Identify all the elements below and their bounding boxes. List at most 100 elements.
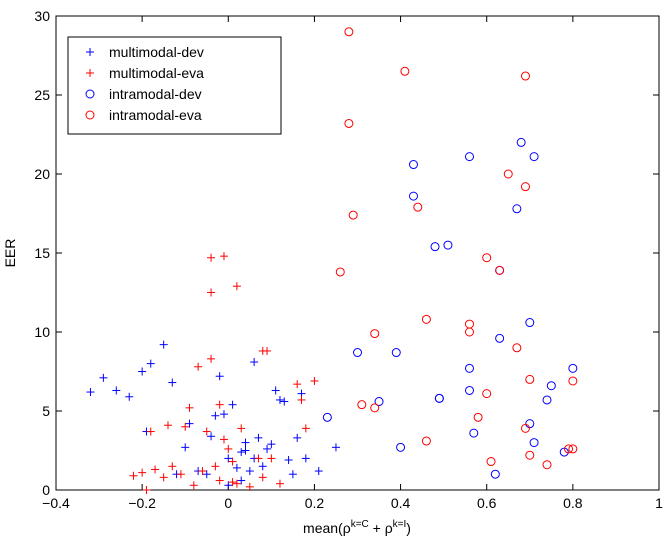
multimodal-dev-point	[86, 388, 95, 397]
x-tick-label: 0.6	[477, 495, 497, 511]
intramodal-eva-point	[568, 376, 578, 386]
intramodal-dev-point	[396, 442, 406, 452]
legend-marker-multimodal-dev	[86, 48, 94, 56]
multimodal-dev-point	[314, 467, 323, 476]
multimodal-eva-point	[194, 362, 203, 371]
multimodal-dev-point	[241, 446, 250, 455]
multimodal-dev-point	[224, 481, 233, 490]
multimodal-dev-point	[138, 367, 147, 376]
y-tick-label: 0	[42, 482, 50, 498]
intramodal-eva-point	[400, 66, 410, 76]
x-tick-label: 0.2	[305, 495, 325, 511]
intramodal-dev-point	[529, 152, 539, 162]
multimodal-eva-point	[263, 346, 272, 355]
legend-label-intramodal-eva: intramodal-eva	[109, 107, 202, 123]
intramodal-eva-point	[520, 71, 530, 81]
multimodal-eva-point	[142, 486, 151, 494]
y-tick-label: 15	[34, 245, 50, 261]
multimodal-dev-point	[202, 470, 211, 479]
intramodal-eva-point	[568, 444, 578, 454]
multimodal-eva-point	[237, 424, 246, 433]
intramodal-dev-point	[430, 242, 440, 252]
intramodal-eva-point	[564, 444, 574, 454]
legend-marker-intramodal-eva	[85, 110, 95, 120]
intramodal-dev-point	[516, 137, 526, 147]
intramodal-eva-point	[357, 400, 367, 410]
intramodal-eva-point	[344, 118, 354, 128]
multimodal-eva-point	[224, 444, 233, 453]
multimodal-dev-point	[258, 462, 267, 471]
intramodal-dev-point	[469, 428, 479, 438]
legend-label-multimodal-dev: multimodal-dev	[109, 44, 204, 60]
data-points	[86, 27, 578, 494]
multimodal-eva-point	[228, 457, 237, 466]
multimodal-dev-point	[237, 476, 246, 485]
legend-marker-intramodal-dev	[85, 89, 95, 99]
multimodal-dev-point	[263, 444, 272, 453]
intramodal-dev-point	[322, 412, 332, 422]
intramodal-dev-point	[464, 385, 474, 395]
multimodal-eva-point	[297, 395, 306, 404]
multimodal-eva-point	[207, 354, 216, 363]
multimodal-eva-point	[232, 479, 241, 488]
intramodal-eva-point	[503, 169, 513, 179]
intramodal-dev-point	[353, 348, 362, 358]
multimodal-dev-point	[245, 467, 254, 476]
multimodal-dev-point	[271, 386, 280, 395]
multimodal-eva-point	[310, 376, 319, 385]
multimodal-dev-point	[211, 411, 220, 420]
multimodal-dev-point	[125, 392, 134, 401]
intramodal-eva-point	[525, 374, 535, 384]
multimodal-eva-point	[254, 454, 263, 463]
intramodal-eva-point	[335, 267, 345, 277]
multimodal-dev-point	[228, 400, 237, 409]
multimodal-eva-point	[198, 467, 207, 476]
multimodal-dev-point	[275, 395, 284, 404]
multimodal-dev-point	[284, 455, 293, 464]
x-axis-label: mean(ρk=C + ρk=I)	[303, 519, 411, 536]
intramodal-dev-point	[391, 348, 401, 358]
intramodal-eva-point	[344, 27, 354, 37]
multimodal-eva-point	[275, 479, 284, 488]
multimodal-dev-point	[219, 410, 228, 419]
intramodal-eva-point	[482, 253, 492, 263]
intramodal-dev-point	[512, 204, 522, 214]
multimodal-dev-point	[237, 448, 246, 457]
multimodal-dev-point	[232, 463, 241, 472]
intramodal-eva-point	[520, 423, 530, 433]
y-tick-label: 25	[34, 87, 50, 103]
x-tick-label: 1	[655, 495, 663, 511]
multimodal-dev-point	[99, 373, 108, 382]
x-tick-label: 0.4	[391, 495, 411, 511]
intramodal-eva-point	[421, 314, 431, 324]
multimodal-dev-point	[159, 340, 168, 349]
multimodal-dev-point	[250, 358, 259, 367]
intramodal-dev-point	[568, 363, 578, 373]
multimodal-eva-point	[215, 476, 224, 485]
y-tick-label: 5	[42, 403, 50, 419]
x-tick-label: −0.4	[42, 495, 70, 511]
multimodal-dev-point	[215, 372, 224, 381]
multimodal-dev-point	[254, 433, 263, 442]
multimodal-eva-point	[301, 424, 310, 433]
multimodal-eva-point	[207, 253, 216, 262]
multimodal-eva-point	[163, 421, 172, 430]
multimodal-dev-point	[224, 454, 233, 463]
intramodal-dev-point	[490, 469, 500, 479]
multimodal-dev-point	[185, 419, 194, 428]
multimodal-dev-point	[267, 440, 276, 449]
intramodal-eva-point	[370, 403, 380, 413]
multimodal-dev-point	[112, 386, 121, 395]
multimodal-dev-point	[301, 454, 310, 463]
intramodal-dev-point	[525, 318, 535, 328]
intramodal-eva-point	[482, 389, 492, 399]
x-tick-label: −0.2	[128, 495, 156, 511]
y-axis-label: EER	[2, 239, 18, 268]
multimodal-eva-point	[181, 422, 190, 431]
intramodal-dev-point	[434, 393, 444, 403]
multimodal-dev-point	[293, 433, 302, 442]
intramodal-dev-point	[464, 152, 474, 162]
multimodal-eva-point	[219, 435, 228, 444]
legend-marker-multimodal-eva	[86, 69, 94, 77]
intramodal-dev-point	[408, 191, 418, 201]
